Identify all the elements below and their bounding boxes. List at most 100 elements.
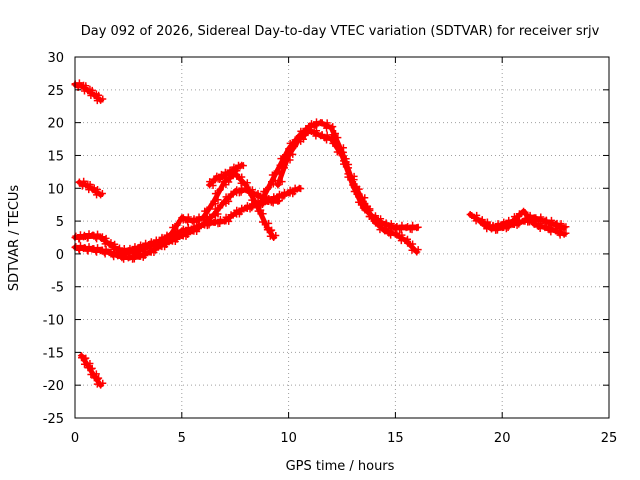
data-point — [171, 229, 179, 237]
data-point — [391, 224, 399, 232]
data-point — [413, 224, 421, 232]
data-layer — [71, 79, 570, 389]
data-point — [111, 240, 119, 248]
data-point — [536, 225, 544, 233]
data-point — [152, 240, 160, 248]
y-tick-label: -20 — [43, 379, 64, 394]
data-point — [329, 123, 337, 131]
data-point — [329, 139, 337, 147]
x-tick-label: 0 — [71, 431, 79, 446]
data-point — [237, 188, 245, 196]
data-point — [213, 172, 221, 180]
data-point — [270, 234, 278, 241]
data-point — [75, 246, 83, 254]
data-point — [391, 230, 399, 238]
series-track-a — [71, 79, 107, 105]
data-point — [179, 225, 187, 233]
data-point — [110, 253, 118, 261]
y-tick-label: 10 — [47, 182, 64, 197]
data-point — [274, 181, 282, 189]
grid-layer — [75, 57, 609, 418]
data-point — [248, 204, 256, 212]
data-point — [86, 181, 94, 189]
data-point — [404, 222, 412, 230]
data-point — [93, 248, 101, 256]
data-point — [234, 165, 242, 173]
data-point — [88, 86, 96, 94]
data-point — [84, 247, 92, 255]
data-point — [184, 218, 192, 226]
data-point — [387, 225, 395, 233]
data-point — [365, 213, 373, 221]
data-point — [333, 148, 341, 156]
data-point — [345, 164, 353, 172]
data-point — [291, 143, 299, 151]
series-track-b — [75, 177, 106, 199]
data-point — [402, 224, 410, 232]
y-tick-label: 25 — [47, 84, 64, 99]
data-point — [88, 245, 96, 253]
data-point — [266, 232, 274, 240]
data-point — [397, 226, 405, 234]
data-point — [82, 354, 90, 362]
data-point — [216, 220, 224, 228]
data-point — [525, 217, 533, 225]
data-point — [556, 225, 564, 233]
y-tick-label: -10 — [43, 314, 64, 329]
data-point — [173, 221, 181, 229]
data-point — [285, 151, 293, 159]
data-point — [274, 197, 282, 205]
data-point — [82, 82, 90, 90]
data-point — [254, 197, 262, 205]
data-point — [94, 185, 102, 193]
data-point — [327, 135, 335, 143]
data-point — [268, 178, 276, 186]
data-point — [233, 206, 241, 214]
data-point — [214, 196, 222, 204]
data-point — [194, 224, 202, 232]
data-point — [277, 155, 285, 163]
data-point — [289, 150, 297, 158]
data-point — [89, 245, 97, 253]
data-point — [80, 245, 88, 253]
data-point — [97, 381, 105, 389]
data-point — [203, 213, 211, 221]
data-point — [194, 217, 202, 225]
axis-layer: 0 5 10 15 20 25 -25 -20 -15 -10 -5 0 5 10 15 20 25 30 — [43, 51, 618, 446]
data-point — [238, 173, 246, 181]
data-point — [88, 364, 96, 372]
data-point — [547, 221, 555, 229]
data-point — [560, 224, 568, 232]
series-track-h — [259, 118, 422, 256]
data-point — [158, 233, 166, 241]
data-point — [286, 145, 294, 153]
data-point — [201, 207, 209, 215]
data-point — [214, 210, 222, 218]
data-point — [199, 214, 207, 222]
data-point — [80, 177, 88, 185]
data-point — [275, 170, 283, 178]
data-point — [97, 246, 105, 254]
x-tick-label: 25 — [601, 431, 618, 446]
data-point — [387, 231, 395, 239]
data-point — [355, 190, 363, 198]
data-point — [500, 221, 508, 229]
data-point — [409, 240, 417, 248]
data-point — [504, 223, 512, 231]
data-point — [547, 228, 555, 236]
data-point — [225, 217, 233, 225]
data-point — [72, 232, 80, 240]
data-point — [72, 243, 80, 251]
data-point — [141, 243, 149, 251]
data-point — [521, 215, 529, 223]
plot-frame — [74, 56, 610, 419]
data-point — [260, 187, 268, 195]
y-tick-label: 15 — [47, 149, 64, 164]
data-point — [515, 220, 523, 228]
data-point — [258, 218, 266, 226]
y-tick-label: -5 — [51, 281, 64, 296]
data-point — [278, 178, 286, 186]
data-point — [334, 141, 342, 149]
data-point — [269, 199, 277, 207]
